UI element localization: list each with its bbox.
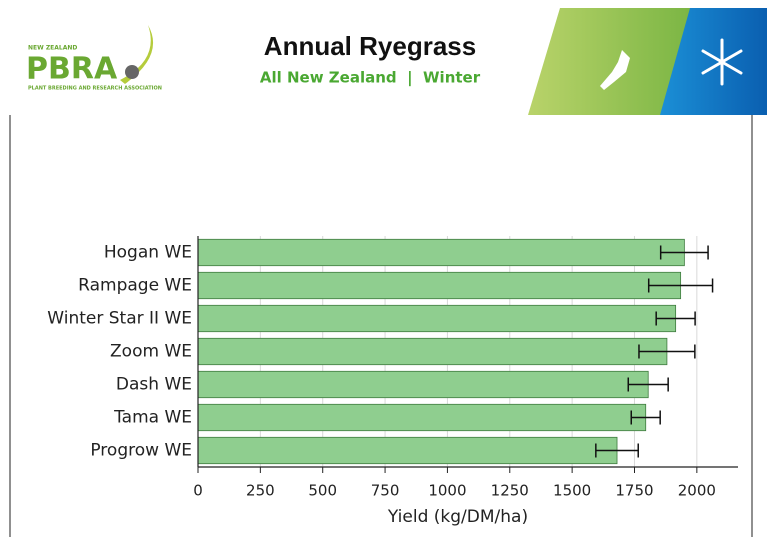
x-tick-label: 500 [308,482,337,500]
x-tick-label: 1250 [491,482,529,500]
y-tick-label: Rampage WE [78,276,192,296]
error-bar [595,443,639,458]
logo-top: NEW ZEALAND [28,45,77,52]
logo-name: PBRA [26,52,118,87]
logo-bottom: PLANT BREEDING AND RESEARCH ASSOCIATION [28,86,162,92]
x-tick-label: 750 [371,482,400,500]
error-bar [659,245,709,260]
y-tick-label: Zoom WE [110,342,192,362]
x-axis-label: Yield (kg/DM/ha) [387,507,528,527]
y-tick-label: Progrow WE [90,441,192,461]
x-tick-label: 2000 [678,482,716,500]
bar [197,271,682,300]
error-bar [630,410,661,425]
bar [197,436,618,465]
x-tick-label: 1000 [428,482,466,500]
bar [197,403,647,432]
y-tick-label: Hogan WE [104,243,192,263]
x-tick-label: 1750 [615,482,653,500]
chart-title: Annual Ryegrass [264,31,476,61]
corner-graphic [528,8,767,115]
chart-subtitle: All New Zealand | Winter [260,69,481,88]
bar [197,337,668,366]
bar [197,370,649,399]
bar [197,304,677,333]
error-bar [638,344,696,359]
bar [197,238,685,267]
x-tick-label: 1500 [553,482,591,500]
logo: NEW ZEALAND PBRA PLANT BREEDING AND RESE… [26,25,162,92]
y-tick-label: Dash WE [116,375,192,395]
error-bar [627,377,669,392]
x-tick-label: 0 [193,482,203,500]
y-tick-label: Tama WE [113,408,192,428]
error-bar [655,311,696,326]
x-tick-label: 250 [246,482,275,500]
error-bar [647,278,714,293]
y-tick-label: Winter Star II WE [47,309,192,329]
